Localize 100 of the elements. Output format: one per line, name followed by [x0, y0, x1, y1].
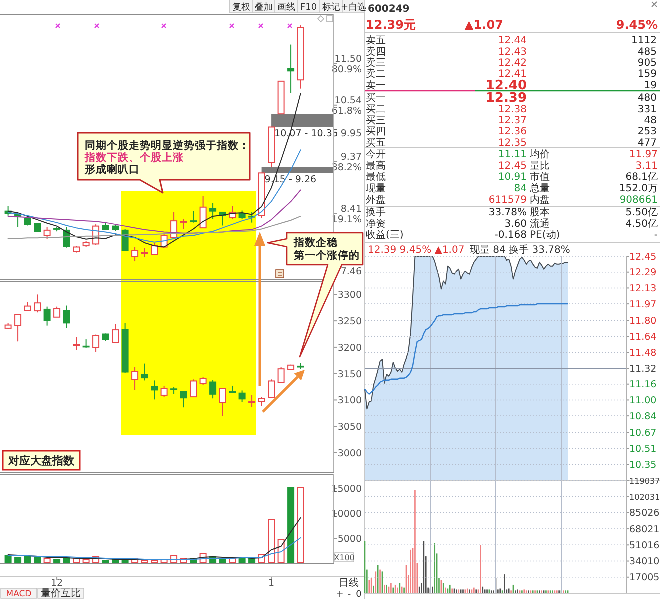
y-tick-label: 10000 [332, 508, 362, 520]
data-label: 480 [638, 93, 657, 104]
data-label: 48 [644, 116, 657, 126]
y-tick-label: 3050 [338, 422, 362, 434]
data-label: 12.35 [498, 138, 527, 149]
y-tick-label: 12.13 [630, 284, 657, 295]
data-label: 908661 [620, 194, 658, 206]
y-tick-label: 3000 [338, 448, 362, 460]
text: F10 [300, 3, 318, 13]
data-label: 152.0万 [619, 184, 658, 194]
category-label: 量比 [530, 160, 550, 172]
y-tick-label: 15000 [332, 484, 362, 495]
category-label: 现量 [366, 184, 386, 194]
annotation: 指数下跌、个股上涨 [84, 151, 185, 164]
y-tick-label: 11.32 [630, 364, 657, 375]
chart-subtitle: 现量 84 换手 33.78% [470, 244, 570, 256]
y-tick-label: 3150 [338, 369, 362, 380]
data-label: 3.60 [504, 218, 527, 230]
data-label: 485 [638, 46, 657, 58]
data-label: 1112 [632, 36, 657, 47]
y-tick-label: 10.51 [630, 444, 657, 456]
y-tick-label: 11.00 [630, 396, 657, 407]
data-label: 11.11 [498, 150, 527, 161]
category-label: 卖四 [366, 46, 386, 58]
data-label: 12.38 [498, 104, 527, 116]
y-tick-label: 3300 [338, 290, 362, 302]
data-label: 12.36 [498, 126, 527, 138]
text: 9.45% [616, 18, 658, 32]
y-tick-label: 3100 [338, 396, 362, 407]
category-label: 卖一 [366, 79, 386, 92]
category-label: 换手 [366, 206, 386, 219]
category-label: 内盘 [530, 194, 550, 206]
y-tick-label: 10.35 [630, 460, 657, 471]
y-tick-label: 12.29 [630, 268, 657, 279]
y-tick-label: 8.41 19.1% [332, 204, 362, 226]
text: +自选 [340, 2, 367, 13]
data-label: 19 [644, 80, 657, 92]
annotation: 对应大盘指数 [8, 454, 76, 468]
y-tick-label: 85026 [630, 508, 660, 520]
text: 600249 [368, 4, 410, 15]
data-label: 12.42 [498, 58, 527, 69]
text: 0 [356, 590, 362, 599]
y-tick-label: 10.84 [630, 411, 657, 422]
annotation: 指数企稳 [293, 236, 339, 249]
category-label: 流通 [530, 218, 550, 230]
category-label: 卖五 [366, 34, 386, 47]
y-tick-label: 119037 [630, 477, 660, 486]
category-label: 卖三 [366, 57, 386, 69]
chart-title: 12.39 9.45% ▲1.07 [368, 245, 465, 256]
data-label: 611579 [488, 194, 527, 206]
data-label: 159 [638, 69, 657, 80]
data-label: 905 [638, 58, 657, 69]
data-label: 12.41 [498, 69, 527, 80]
category-label: 总量 [529, 182, 550, 194]
category-label: 买二 [366, 104, 386, 116]
data-label: 253 [638, 126, 657, 138]
category-label: 最高 [366, 160, 386, 172]
y-tick-label: 102031 [630, 493, 660, 502]
y-tick-label: 5000 [338, 534, 362, 545]
category-label: 均价 [529, 148, 550, 161]
category-label: 买五 [366, 138, 386, 149]
category-label: 收益(三) [366, 229, 404, 242]
data-label: 4.50亿 [626, 218, 658, 230]
y-tick-label: 11.80 [630, 316, 657, 328]
data-label: 12.44 [498, 36, 527, 47]
text: ▲1.07 [464, 18, 504, 32]
x-tick-label: 1 [268, 578, 275, 589]
data-label: 5.50亿 [626, 208, 658, 219]
text: MACD [6, 590, 32, 599]
y-tick-label: 11.48 [630, 348, 657, 359]
y-tick-label: 68021 [630, 524, 660, 536]
y-tick-label: 9.37 38.2% [332, 152, 362, 174]
data-label: 10.91 [498, 172, 527, 184]
y-tick-label: 7.46 [340, 266, 362, 278]
y-tick-label: 11.16 [630, 380, 657, 391]
text: 画线 [277, 2, 296, 13]
y-tick-label: 34010 [630, 556, 660, 568]
data-label: - [654, 230, 658, 242]
category-label: 今开 [366, 148, 386, 161]
data-label: 331 [638, 104, 657, 116]
text: 叠加 [254, 2, 273, 13]
y-tick-label: 51016 [630, 540, 660, 552]
category-label: 买四 [366, 126, 386, 138]
annotation: 形成喇叭口 [84, 163, 140, 176]
data-label: 12.39 [486, 91, 527, 106]
data-label: 12.45 [498, 160, 527, 172]
data-label: 68.1亿 [626, 172, 658, 184]
text: + [336, 590, 344, 599]
text: - [348, 590, 352, 599]
text: 12.39元 [366, 18, 416, 32]
y-tick-label: 11.64 [630, 332, 657, 344]
category-label: 买一 [366, 93, 386, 104]
data-label: -0.168 [494, 230, 527, 242]
y-tick-label: 3200 [338, 342, 362, 354]
data-label: 12.40 [486, 78, 527, 94]
data-label: 12.37 [498, 116, 527, 126]
y-tick-label: 10.67 [630, 428, 657, 440]
x-tick-label: 12 [51, 578, 64, 589]
text: 标记 [321, 2, 340, 13]
category-label: 外盘 [366, 194, 386, 206]
